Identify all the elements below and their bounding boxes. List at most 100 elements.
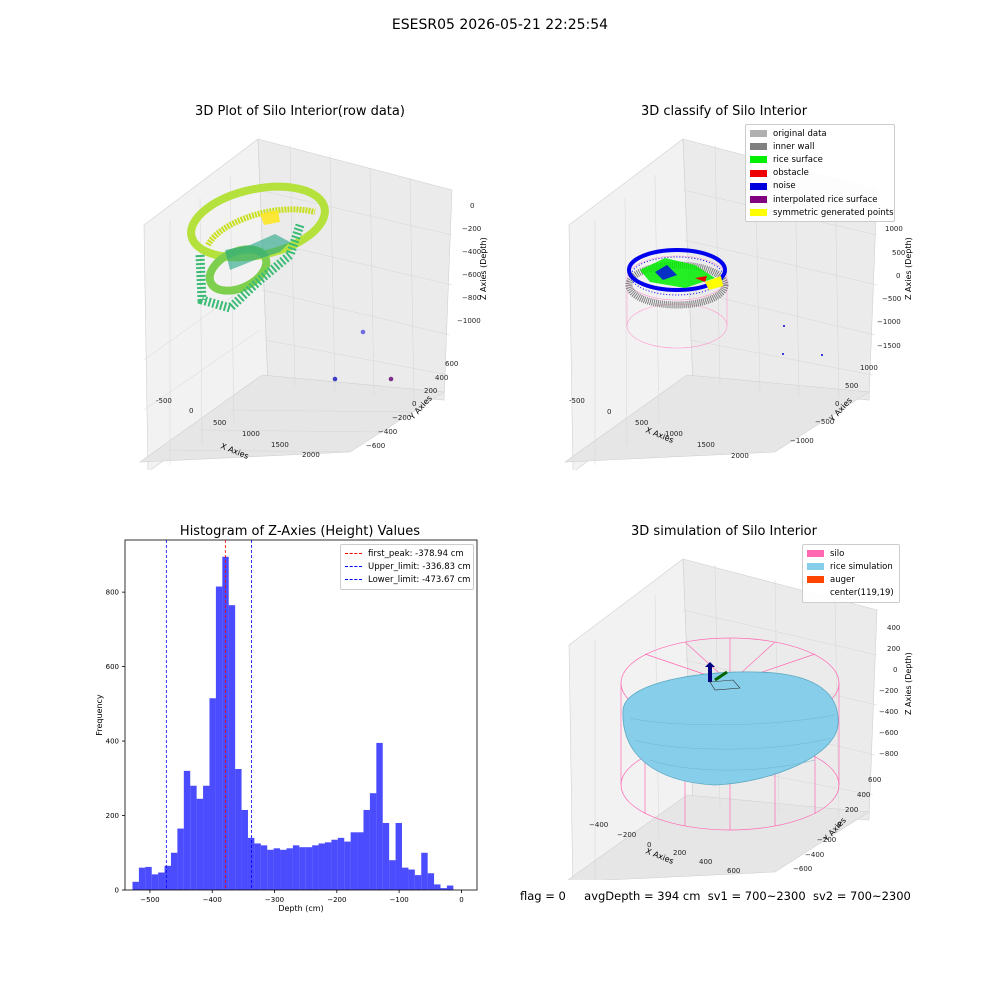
histogram-x-label: Depth (cm)	[278, 904, 323, 913]
histogram-bar	[357, 832, 364, 890]
raw-y-tick: 0	[412, 400, 416, 408]
simulation-x-tick: −400	[589, 821, 608, 829]
histogram-bar	[382, 822, 390, 890]
raw-x-tick: 1500	[271, 441, 289, 449]
histogram-bar	[350, 832, 358, 890]
histogram-bar	[440, 888, 447, 890]
legend-swatch-interpolated	[750, 196, 767, 204]
histogram-y-label: Frequency	[95, 694, 104, 736]
raw-y-tick: 200	[424, 387, 437, 395]
histogram-y-tick-label: 200	[106, 812, 119, 820]
simulation-z-tick: 200	[887, 645, 900, 653]
avg-depth-text: avgDepth = 394 cm	[584, 889, 701, 903]
legend-label: rice surface	[773, 154, 823, 165]
status-footer: flag = 0 avgDepth = 394 cm sv1 = 700~230…	[520, 889, 911, 903]
histogram-bar	[446, 885, 454, 890]
histogram-bar	[273, 848, 281, 890]
legend-swatch-inner-wall	[750, 143, 767, 151]
raw-y-tick: −400	[378, 428, 397, 436]
histogram-x-tick-label: −400	[203, 896, 222, 904]
raw-z-tick: −400	[462, 248, 481, 256]
histogram-bar	[369, 793, 377, 890]
classify-z-tick: −500	[882, 295, 901, 303]
legend-label: interpolated rice surface	[773, 194, 878, 205]
classify-legend: original data inner wall rice surface ob…	[745, 124, 895, 223]
legend-label: first_peak: -378.94 cm	[368, 548, 464, 559]
simulation-x-tick: 400	[699, 858, 712, 866]
legend-label: center(119,19)	[830, 588, 894, 599]
simulation-y-tick: 0	[837, 821, 841, 829]
histogram-bar	[408, 869, 415, 890]
raw-z-tick: −1000	[457, 317, 481, 325]
histogram-title: Histogram of Z-Axies (Height) Values	[179, 524, 421, 539]
histogram-bar	[177, 828, 184, 890]
raw-y-tick: 600	[445, 360, 458, 368]
simulation-legend: silo rice simulation auger center(119,19…	[802, 544, 900, 603]
simulation-3d-z-ticks: 400 200 0 −200 −400 −600 −800	[879, 624, 900, 758]
legend-label: Lower_limit: -473.67 cm	[368, 574, 471, 585]
legend-label: symmetric generated points	[773, 207, 894, 218]
classify-y-tick: 500	[845, 382, 858, 390]
raw-3d-grid	[143, 144, 453, 465]
histogram-bar	[215, 586, 223, 890]
simulation-y-tick: −400	[805, 851, 824, 859]
legend-swatch-auger	[807, 576, 824, 584]
histogram-y-tick-label: 800	[106, 589, 119, 597]
raw-z-label: Z Axies (Depth)	[479, 237, 488, 300]
histogram-y-tick-label: 600	[106, 663, 119, 671]
classify-z-label: Z Axies (Depth)	[904, 237, 913, 300]
classify-y-tick: 0	[835, 400, 839, 408]
histogram-bar	[299, 847, 306, 890]
histogram-bar	[235, 768, 242, 890]
histogram-y-tick-label: 400	[106, 738, 119, 746]
sv1-text: sv1 = 700~2300	[707, 889, 806, 903]
classify-3d-panes	[563, 138, 878, 470]
histogram-bar	[209, 698, 216, 890]
histogram-legend: first_peak: -378.94 cm Upper_limit: -336…	[340, 544, 474, 590]
simulation-3d-x-ticks: −400 −200 0 200 400 600	[589, 821, 740, 875]
classify-3d-y-ticks: 1000 500 0 −500 −1000	[790, 364, 878, 445]
raw-x-tick: 2000	[302, 451, 320, 459]
histogram-bar	[414, 875, 422, 890]
legend-swatch-silo	[807, 550, 824, 558]
classify-x-tick: 500	[635, 419, 648, 427]
histogram-chart[interactable]: −500 −400 −300 −200 −100 0 0 200 400 600 800 Dept…	[80, 535, 490, 920]
legend-line-first-peak	[345, 553, 362, 555]
histogram-bar	[183, 770, 191, 890]
classify-y-tick: 1000	[860, 364, 878, 372]
classify-3d-silo	[625, 248, 729, 349]
legend-label: silo	[830, 548, 845, 559]
histogram-bars	[132, 556, 454, 890]
legend-swatch-obstacle	[750, 169, 767, 177]
simulation-z-tick: −200	[879, 687, 898, 695]
legend-label: inner wall	[773, 141, 815, 152]
simulation-z-tick: −400	[879, 708, 898, 716]
legend-line-upper	[345, 566, 362, 568]
histogram-bar	[170, 852, 178, 890]
legend-label: original data	[773, 128, 827, 139]
simulation-z-tick: 0	[893, 666, 897, 674]
classify-x-tick: 2000	[731, 452, 749, 460]
classify-z-tick: 0	[896, 272, 900, 280]
classify-z-tick: 1000	[885, 225, 903, 233]
simulation-z-tick: −600	[879, 729, 898, 737]
histogram-bar	[292, 845, 300, 890]
raw-3d-outliers	[332, 329, 394, 382]
legend-label: obstacle	[773, 168, 809, 179]
classify-3d-x-ticks: -500 0 500 1000 1500 2000	[569, 397, 749, 460]
raw-3d-silo-points	[187, 182, 329, 314]
histogram-y-tick-label: 0	[115, 887, 119, 895]
classify-z-tick: −1500	[877, 342, 901, 350]
classify-3d-plot[interactable]: -500 0 500 1000 1500 2000 X Axies 1000 5…	[555, 130, 915, 470]
legend-line-lower	[345, 579, 362, 581]
classify-z-tick: 500	[892, 249, 905, 257]
histogram-bar	[203, 785, 210, 890]
raw-y-tick: −600	[366, 442, 385, 450]
histogram-x-tick-label: −100	[390, 896, 409, 904]
raw-z-tick: 0	[470, 202, 474, 210]
histogram-bar	[395, 822, 402, 890]
raw-3d-plot[interactable]: -500 0 500 1000 1500 2000 X Axies 600 40…	[130, 130, 490, 470]
simulation-3d-plot[interactable]: −400 −200 0 200 400 600 X Axies 600 400 …	[555, 550, 915, 880]
histogram-bar	[190, 785, 197, 890]
legend-label: auger	[830, 574, 855, 585]
